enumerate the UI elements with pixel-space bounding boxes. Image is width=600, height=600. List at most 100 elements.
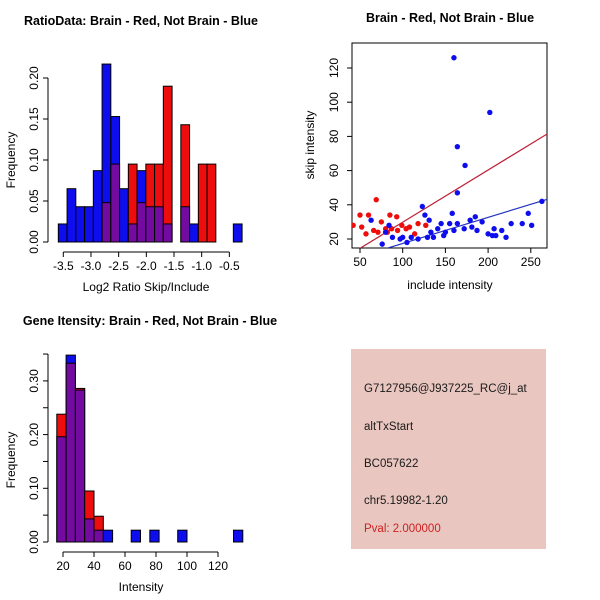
axes — [347, 67, 532, 253]
x-tick-label: 20 — [56, 559, 70, 573]
accession-text: BC057622 — [364, 458, 419, 470]
scatter-point-blue — [382, 229, 389, 235]
y-tick-label: 0.30 — [27, 369, 41, 393]
histogram-bar-overlap — [84, 518, 95, 543]
histogram-bar-overlap — [162, 223, 173, 243]
histogram-bar-blue — [84, 206, 94, 243]
scatter-point-blue — [499, 227, 505, 234]
scatter-point-red — [406, 224, 413, 230]
scatter-point-blue — [430, 234, 437, 240]
scatter-point-red — [359, 224, 365, 230]
scatter-point-blue — [479, 219, 485, 225]
scatter-point-blue — [408, 234, 414, 240]
scatter-point-blue — [404, 239, 410, 246]
histogram-bar-blue — [233, 529, 244, 543]
histogram-bar-blue — [189, 223, 199, 243]
x-tick-label: 100 — [393, 255, 413, 269]
scatter-title: Brain - Red, Not Brain - Blue — [366, 11, 534, 25]
plot-box — [351, 42, 548, 249]
y-tick-label: 0.00 — [27, 230, 41, 254]
event-type-text: altTxStart — [364, 421, 414, 433]
histogram-bar-blue — [119, 188, 129, 243]
fit-line-brain-fit — [359, 133, 547, 248]
scatter-point-red — [399, 222, 405, 229]
gene-histogram-x-axis-label: Intensity — [119, 580, 164, 594]
y-tick-label: 0.20 — [27, 423, 41, 447]
scatter-point-blue — [386, 222, 392, 229]
histogram-bar-blue — [75, 206, 86, 243]
histogram-bar-overlap — [136, 202, 147, 243]
scatter-point-blue — [491, 226, 497, 232]
histogram-bar-overlap — [154, 206, 164, 243]
ratio-histogram-plot-area: 0.00 0.05 0.10 0.15 0.20 -3.5 -3.0 -2.5 -2.0 -1.5… — [27, 63, 243, 273]
scatter-point-red — [363, 231, 369, 237]
x-tick-label: -1.5 — [164, 259, 185, 273]
scatter-point-blue — [469, 224, 475, 230]
scatter-point-blue — [389, 234, 396, 240]
scatter-point-blue — [525, 210, 531, 217]
y-tick-label: 40 — [327, 198, 341, 212]
scatter-point-blue — [485, 231, 491, 237]
histogram-bar-blue — [232, 223, 243, 243]
histogram-bar-blue — [92, 170, 103, 243]
y-tick-label: 0.20 — [27, 66, 41, 90]
y-tick-label: 0.00 — [27, 530, 41, 554]
scatter-point-blue — [454, 143, 461, 150]
histogram-bar-overlap — [145, 206, 156, 243]
scatter-point-blue — [508, 220, 514, 227]
axes — [43, 77, 230, 257]
x-tick-label: 80 — [149, 559, 163, 573]
scatter-point-blue — [487, 109, 493, 116]
histogram-bar-blue — [102, 529, 114, 543]
scatter-point-blue — [462, 162, 468, 169]
histogram-bar-blue — [149, 529, 160, 543]
scatter-point-red — [378, 219, 385, 225]
ratio-histogram-x-axis-label: Log2 Ratio Skip/Include — [83, 280, 210, 294]
x-tick-label: 100 — [177, 559, 197, 573]
scatter-point-blue — [400, 234, 406, 240]
scatter-point-red — [375, 229, 381, 235]
scatter-point-red — [394, 214, 400, 220]
scatter-point-blue — [451, 55, 457, 61]
x-tick-label: -0.5 — [219, 259, 240, 273]
scatter-point-blue — [474, 227, 480, 234]
bars — [57, 63, 243, 243]
x-tick-label: 60 — [118, 559, 132, 573]
scatter-point-blue — [422, 212, 428, 218]
y-tick-label: 80 — [327, 129, 341, 143]
fit-line-not-brain-fit — [385, 198, 547, 248]
scatter-point-red — [394, 227, 401, 234]
histogram-bar-red — [197, 163, 208, 243]
scatter-point-red — [370, 227, 377, 234]
locus-text: chr5.19982-1.20 — [364, 495, 448, 507]
histogram-bar-blue — [130, 529, 141, 543]
scatter-point-blue — [472, 214, 478, 220]
y-tick-label: 120 — [327, 58, 341, 78]
axes — [43, 353, 219, 557]
scatter-point-blue — [368, 217, 374, 223]
probe-id-text: G7127956@J937225_RC@j_at — [364, 383, 527, 395]
panel-ratio-histogram: 0.00 0.05 0.10 0.15 0.20 -3.5 -3.0 -2.5 -2.0 -1.5… — [4, 14, 258, 294]
x-tick-label: 150 — [435, 255, 455, 269]
scatter-point-blue — [435, 226, 441, 232]
ratio-histogram-y-axis-label: Frequency — [4, 132, 18, 189]
x-tick-label: -1.0 — [191, 259, 212, 273]
scatter-plot-area: 50 100 150 200 250 20 40 60 80 100 120 — [327, 42, 548, 269]
histogram-bar-blue — [66, 188, 77, 243]
scatter-point-red — [373, 196, 379, 203]
gene-histogram-plot-area: 0.00 0.10 0.20 0.30 20 40 60 80 100 120 — [27, 353, 244, 573]
scatter-point-blue — [419, 203, 426, 210]
scatter-point-red — [387, 212, 393, 218]
scatter-point-blue — [467, 217, 473, 223]
x-tick-label: -3.5 — [53, 259, 74, 273]
histogram-bar-overlap — [74, 389, 86, 543]
scatter-point-red — [352, 222, 356, 229]
histogram-bar-overlap — [101, 202, 112, 243]
histogram-bar-overlap — [127, 223, 138, 243]
x-tick-label: -2.0 — [136, 259, 157, 273]
ratio-histogram-title: RatioData: Brain - Red, Not Brain - Blue — [24, 14, 258, 28]
scatter-point-red — [423, 222, 429, 229]
y-tick-label: 0.10 — [27, 476, 41, 500]
scatter-point-blue — [438, 220, 444, 227]
